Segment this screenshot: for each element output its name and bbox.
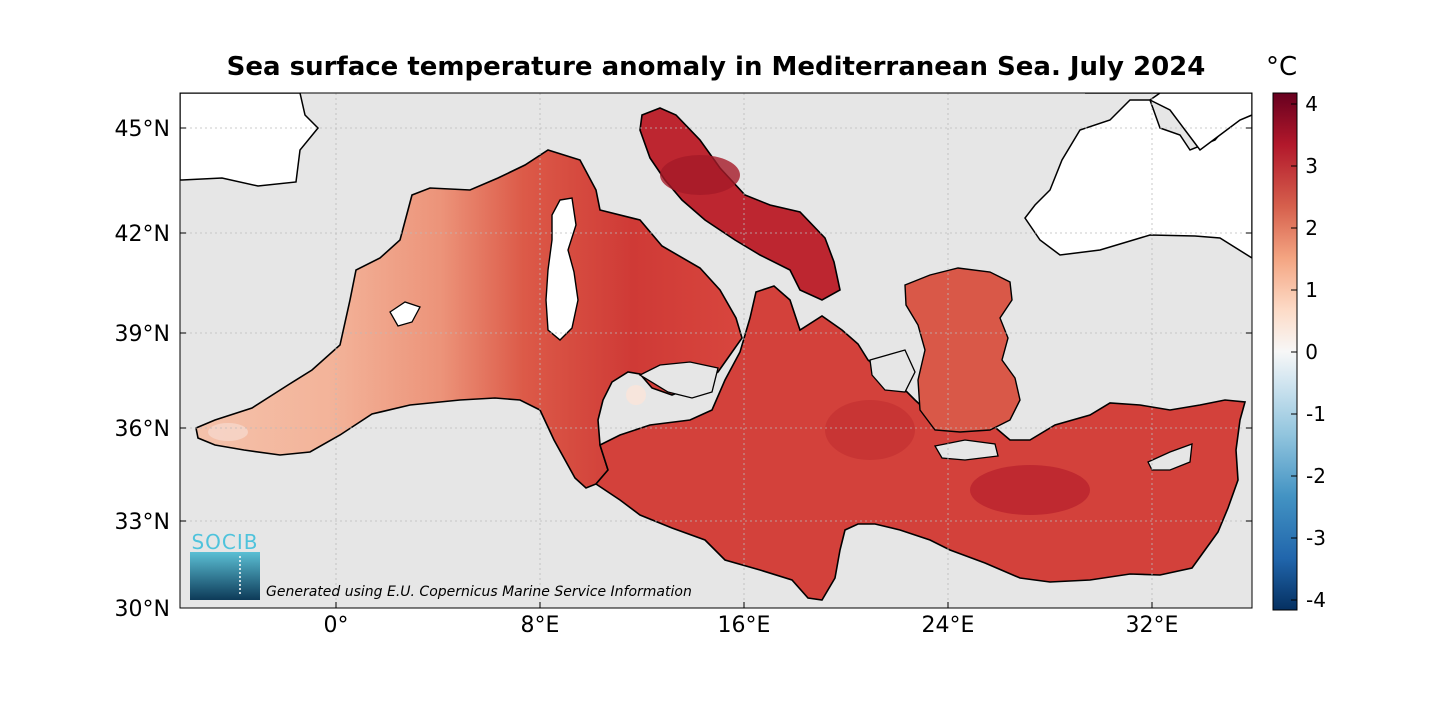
colorbar-tick-0: 0: [1305, 340, 1318, 364]
lat-label-39: 39°N: [115, 322, 170, 347]
lat-label-36: 36°N: [115, 417, 170, 442]
colorbar-tick-m2: -2: [1306, 464, 1326, 488]
lon-label-24e: 24°E: [922, 613, 975, 638]
land-baleares: [389, 301, 421, 327]
lon-label-32e: 32°E: [1126, 613, 1179, 638]
lon-label-8e: 8°E: [521, 613, 560, 638]
lat-label-42: 42°N: [115, 222, 170, 247]
colorbar-unit: °C: [1266, 52, 1298, 82]
lon-label-0: 0°: [324, 613, 349, 638]
colorbar-tick-2: 2: [1305, 216, 1318, 240]
grid-lines: [180, 93, 1252, 608]
colorbar-tick-m1: -1: [1306, 402, 1326, 426]
land-crimea: [1148, 93, 1252, 152]
socib-logo: [190, 552, 260, 600]
sea-aegean: [904, 267, 1021, 433]
anomaly-hotspot-adriatic: [660, 155, 740, 195]
map-title: Sea surface temperature anomaly in Medit…: [226, 52, 1206, 82]
lat-label-30: 30°N: [115, 597, 170, 622]
land-iberia-france: [180, 93, 320, 187]
colorbar-tick-3: 3: [1305, 154, 1318, 178]
land-corsica-sardinia: [545, 197, 579, 341]
lon-label-16e: 16°E: [718, 613, 771, 638]
lat-label-45: 45°N: [115, 117, 170, 142]
map-frame: [179, 92, 1253, 609]
colorbar-tick-m3: -3: [1306, 526, 1326, 550]
lat-label-33: 33°N: [115, 510, 170, 535]
anomaly-hotspot-ionian: [825, 400, 915, 460]
land-crete: [933, 439, 999, 461]
colorbar-tick-4: 4: [1305, 92, 1318, 116]
socib-logo-text: SOCIB: [191, 530, 259, 554]
colorbar-tick-m4: -4: [1306, 588, 1326, 612]
copernicus-credit: Generated using E.U. Copernicus Marine S…: [266, 584, 692, 600]
land-balkans-north: [1024, 93, 1252, 259]
land-sicily: [638, 361, 719, 399]
anomaly-cool-sicily: [626, 385, 646, 405]
land-peloponnese: [869, 349, 916, 393]
sea-east-med: [594, 285, 1247, 601]
tick-marks: [180, 127, 1252, 608]
anomaly-hotspot-levant: [970, 465, 1090, 515]
colorbar-tick-1: 1: [1305, 278, 1318, 302]
anomaly-cool-alboran: [208, 423, 248, 441]
